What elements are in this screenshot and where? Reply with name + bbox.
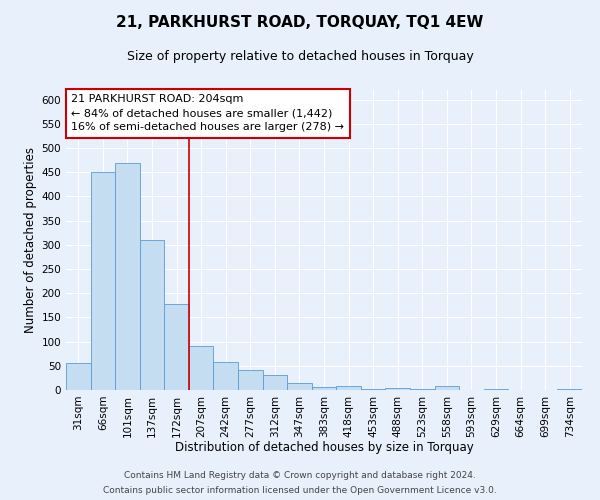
Bar <box>140 240 164 390</box>
Bar <box>361 389 385 390</box>
X-axis label: Distribution of detached houses by size in Torquay: Distribution of detached houses by size … <box>175 441 473 454</box>
Bar <box>238 370 263 390</box>
Bar <box>115 162 140 390</box>
Bar <box>263 376 287 390</box>
Y-axis label: Number of detached properties: Number of detached properties <box>24 147 37 333</box>
Bar <box>164 304 189 390</box>
Bar <box>410 389 434 390</box>
Bar <box>287 382 312 390</box>
Bar <box>385 388 410 390</box>
Bar <box>214 362 238 390</box>
Text: Contains public sector information licensed under the Open Government Licence v3: Contains public sector information licen… <box>103 486 497 495</box>
Bar <box>91 172 115 390</box>
Bar <box>189 346 214 390</box>
Text: Contains HM Land Registry data © Crown copyright and database right 2024.: Contains HM Land Registry data © Crown c… <box>124 471 476 480</box>
Bar <box>66 364 91 390</box>
Text: Size of property relative to detached houses in Torquay: Size of property relative to detached ho… <box>127 50 473 63</box>
Bar <box>557 388 582 390</box>
Bar <box>336 386 361 390</box>
Text: 21, PARKHURST ROAD, TORQUAY, TQ1 4EW: 21, PARKHURST ROAD, TORQUAY, TQ1 4EW <box>116 15 484 30</box>
Bar <box>312 386 336 390</box>
Bar <box>484 388 508 390</box>
Text: 21 PARKHURST ROAD: 204sqm
← 84% of detached houses are smaller (1,442)
16% of se: 21 PARKHURST ROAD: 204sqm ← 84% of detac… <box>71 94 344 132</box>
Bar <box>434 386 459 390</box>
